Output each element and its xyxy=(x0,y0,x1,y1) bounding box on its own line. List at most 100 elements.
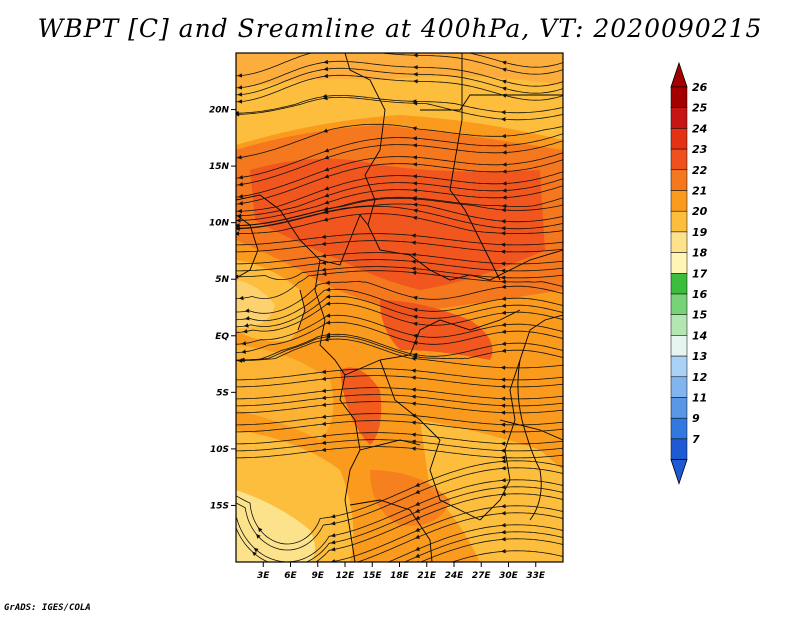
streamline xyxy=(236,252,563,265)
streamline-arrow xyxy=(411,401,416,406)
streamline-arrow xyxy=(330,559,336,562)
streamline-arrow xyxy=(325,334,331,339)
streamline-arrow xyxy=(324,155,330,160)
streamline-arrow xyxy=(414,515,420,520)
streamline-arrow xyxy=(500,110,506,115)
streamline-arrow xyxy=(323,217,329,222)
streamline-arrow xyxy=(237,208,242,214)
colorbar-swatch xyxy=(670,148,688,171)
colorbar-label: 25 xyxy=(692,102,708,115)
lon-tick-label: 9E xyxy=(312,571,325,581)
streamline-arrow xyxy=(501,67,507,72)
streamline xyxy=(236,321,563,353)
streamline-arrow xyxy=(324,186,330,191)
colorbar-label: 18 xyxy=(692,247,708,260)
streamline-arrow xyxy=(321,447,327,452)
colorbar-bottom-cap xyxy=(670,459,688,485)
lat-tick-label: 15S xyxy=(210,501,229,511)
streamline-arrow xyxy=(412,321,418,327)
colorbar-swatch xyxy=(670,417,688,440)
colorbar: 26 25 24 23 22 21 20 19 18 17 16 15 14 13 12 11 9 7 xyxy=(670,61,708,485)
streamline-arrow xyxy=(411,375,416,380)
streamline xyxy=(236,338,563,369)
streamline xyxy=(467,53,563,68)
streamline-arrow xyxy=(412,181,418,186)
streamline-arrow xyxy=(321,388,327,393)
colorbar-label: 9 xyxy=(692,412,700,425)
colorbar-swatch xyxy=(670,355,688,378)
streamline-arrow xyxy=(411,420,416,425)
streamline xyxy=(236,314,563,345)
streamline-arrow xyxy=(411,394,416,399)
streamline-arrow xyxy=(500,429,506,434)
streamline-arrow xyxy=(501,348,507,353)
streamline-arrow xyxy=(500,410,506,415)
streamline-arrow xyxy=(321,376,327,381)
colorbar-label: 11 xyxy=(692,392,707,405)
streamline-arrow xyxy=(501,86,507,91)
streamline-arrow xyxy=(501,303,507,308)
colorbar-swatch xyxy=(670,252,688,274)
wbpt-shaded-field xyxy=(236,53,563,562)
streamline-arrow xyxy=(500,448,506,453)
streamlines xyxy=(236,53,563,562)
streamline-arrow xyxy=(330,514,336,519)
streamline xyxy=(236,185,563,221)
streamline-arrow xyxy=(414,546,420,551)
colorbar-swatch xyxy=(670,376,688,398)
streamline-arrow xyxy=(412,101,418,106)
streamline xyxy=(236,439,563,452)
colorbar-swatch xyxy=(670,231,688,253)
streamline-arrow xyxy=(501,530,506,535)
streamline-arrow xyxy=(244,316,250,321)
streamline-arrow xyxy=(501,511,506,516)
streamline xyxy=(236,60,563,89)
streamline xyxy=(236,123,563,159)
streamline-arrow xyxy=(321,395,327,400)
colorbar-swatch xyxy=(670,314,688,336)
streamline-arrow xyxy=(238,295,244,301)
streamline-arrow xyxy=(411,240,416,245)
streamline xyxy=(315,493,563,562)
colorbar-label: 20 xyxy=(692,205,708,218)
streamline-arrow xyxy=(412,174,418,179)
streamline-arrow xyxy=(237,85,243,90)
streamline-arrow xyxy=(236,226,240,231)
streamline-arrow xyxy=(411,196,417,202)
streamline xyxy=(236,159,563,205)
streamline-arrow xyxy=(411,368,416,373)
streamline-arrow xyxy=(412,202,418,207)
streamline xyxy=(236,394,563,407)
streamline-arrow xyxy=(411,387,416,392)
lon-tick-label: 6E xyxy=(284,571,297,581)
colorbar-swatch xyxy=(670,335,688,357)
streamline-arrow xyxy=(500,117,506,122)
streamline-arrow xyxy=(252,551,257,557)
streamline-arrow xyxy=(411,259,416,264)
lat-tick-label: 15N xyxy=(209,162,230,172)
streamline-arrow xyxy=(413,72,418,77)
streamline xyxy=(236,446,563,459)
streamline-arrow xyxy=(324,148,330,153)
streamline-arrow xyxy=(236,213,242,218)
streamline-arrow xyxy=(500,249,506,254)
lon-tick-label: 15E xyxy=(363,571,383,581)
streamline-arrow xyxy=(321,440,327,445)
streamline-arrow xyxy=(501,504,506,509)
streamline-arrow xyxy=(241,341,247,346)
streamline xyxy=(236,288,563,322)
colorbar-swatch xyxy=(670,273,688,295)
streamline-arrow xyxy=(412,307,418,313)
streamline-arrow xyxy=(501,459,506,464)
streamline-arrow xyxy=(321,234,327,239)
streamline xyxy=(236,205,563,230)
streamline-arrow xyxy=(330,521,336,526)
streamline-arrow xyxy=(413,65,418,70)
streamline-arrow xyxy=(330,533,336,538)
streamline-arrow xyxy=(322,128,328,133)
streamline xyxy=(236,178,563,217)
lat-tick-label: 5S xyxy=(216,388,229,398)
lon-tick-label: 24E xyxy=(445,571,465,581)
colorbar-label: 23 xyxy=(692,143,708,156)
lon-tick-label: 3E xyxy=(257,571,270,581)
